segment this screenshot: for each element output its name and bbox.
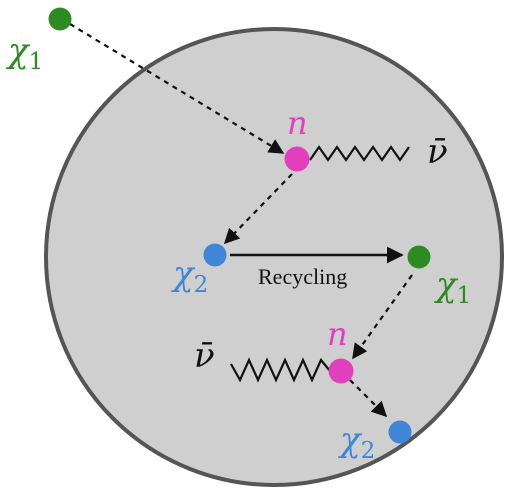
trajectory-chi1-to-n-top bbox=[69, 23, 285, 154]
chi1-label-mid: χ1 bbox=[434, 265, 471, 309]
trajectory-n-top-to-chi2 bbox=[223, 173, 293, 245]
chi2-particle-left bbox=[203, 243, 227, 267]
antineutrino-zigzag-bottom bbox=[230, 357, 331, 383]
neutron-label-top: n bbox=[287, 104, 308, 142]
nucleus-disk bbox=[44, 27, 504, 487]
antineutrino-label-bottom: ν̄ bbox=[194, 336, 215, 376]
chi1-particle-top bbox=[48, 7, 72, 31]
neutron-particle-bottom bbox=[328, 358, 354, 384]
chi2-particle-bottom bbox=[388, 420, 412, 444]
recycling-label: Recycling bbox=[258, 264, 347, 289]
chi1-particle-mid bbox=[407, 245, 431, 269]
neutron-label-bottom: n bbox=[327, 315, 348, 353]
antineutrino-zigzag-top bbox=[309, 145, 410, 162]
trajectory-chi1-to-n-bottom bbox=[352, 274, 413, 360]
chi2-label-bottom: χ2 bbox=[338, 420, 375, 464]
antineutrino-label-top: ν̄ bbox=[427, 132, 448, 172]
neutron-particle-top bbox=[284, 146, 310, 172]
trajectory-n-bottom-to-chi2 bbox=[349, 379, 388, 418]
chi1-label-top: χ1 bbox=[6, 31, 43, 75]
chi2-label-left: χ2 bbox=[171, 254, 208, 298]
